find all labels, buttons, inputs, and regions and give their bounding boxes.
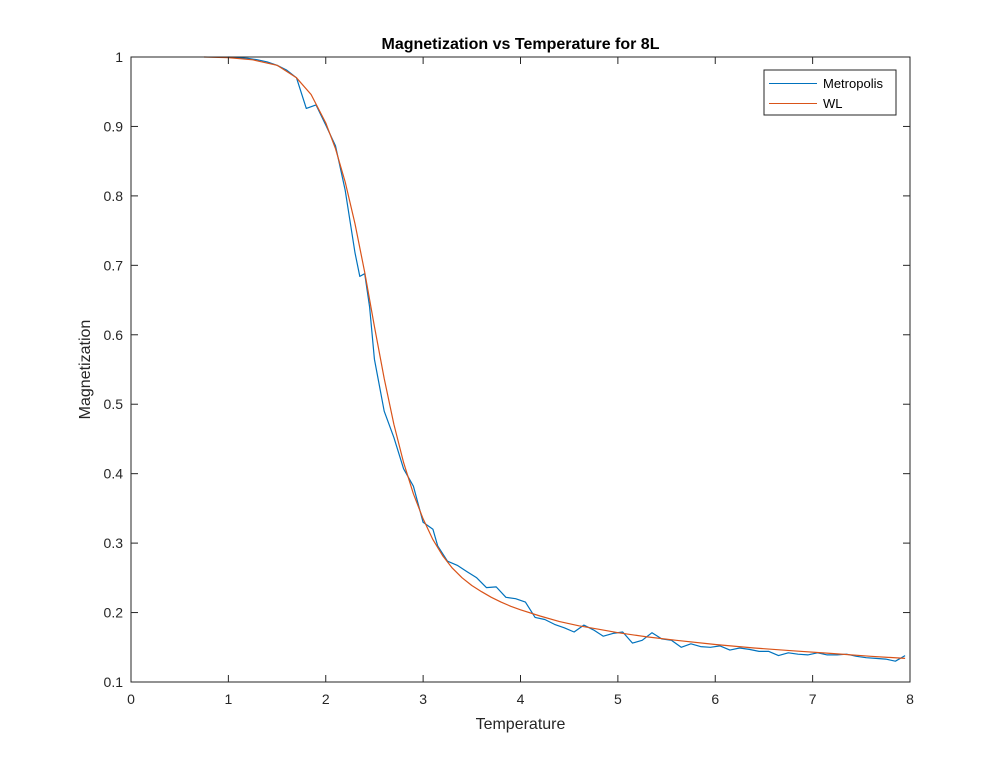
y-tick-label: 0.2 xyxy=(104,605,124,621)
axes-box xyxy=(130,56,911,683)
x-tick-label: 8 xyxy=(906,691,914,707)
chart-title: Magnetization vs Temperature for 8L xyxy=(382,36,660,53)
x-tick-label: 1 xyxy=(224,691,232,707)
x-tick-label: 4 xyxy=(517,691,525,707)
y-tick-label: 0.5 xyxy=(104,396,124,412)
legend-label-wl: WL xyxy=(823,96,843,111)
series-layer xyxy=(203,56,906,662)
legend: Metropolis WL xyxy=(763,69,897,116)
y-tick-label: 0.9 xyxy=(104,118,124,134)
x-tick-label: 5 xyxy=(614,691,622,707)
y-axis-label: Magnetization xyxy=(77,320,94,420)
x-tick-label: 7 xyxy=(809,691,817,707)
series-line-metropolis xyxy=(228,56,906,662)
plot-area xyxy=(131,57,910,682)
tick-layer: 0 1 2 3 4 5 6 7 8 0.1 0.2 0.3 0.4 0.5 0.6 0.7 0.8 0.9 1 xyxy=(104,49,915,707)
y-tick-label: 0.4 xyxy=(104,466,124,482)
legend-label-metropolis: Metropolis xyxy=(823,76,883,91)
y-tick-label: 1 xyxy=(115,49,123,65)
x-tick-label: 2 xyxy=(322,691,330,707)
x-tick-label: 3 xyxy=(419,691,427,707)
x-axis-label: Temperature xyxy=(476,716,566,733)
y-tick-label: 0.6 xyxy=(104,327,124,343)
x-tick-label: 6 xyxy=(711,691,719,707)
y-tick-label: 0.7 xyxy=(104,257,124,273)
x-tick-label: 0 xyxy=(127,691,135,707)
legend-box xyxy=(763,69,897,116)
y-tick-label: 0.1 xyxy=(104,674,124,690)
series-line-wl xyxy=(203,56,906,659)
y-tick-label: 0.3 xyxy=(104,535,124,551)
y-tick-label: 0.8 xyxy=(104,188,124,204)
